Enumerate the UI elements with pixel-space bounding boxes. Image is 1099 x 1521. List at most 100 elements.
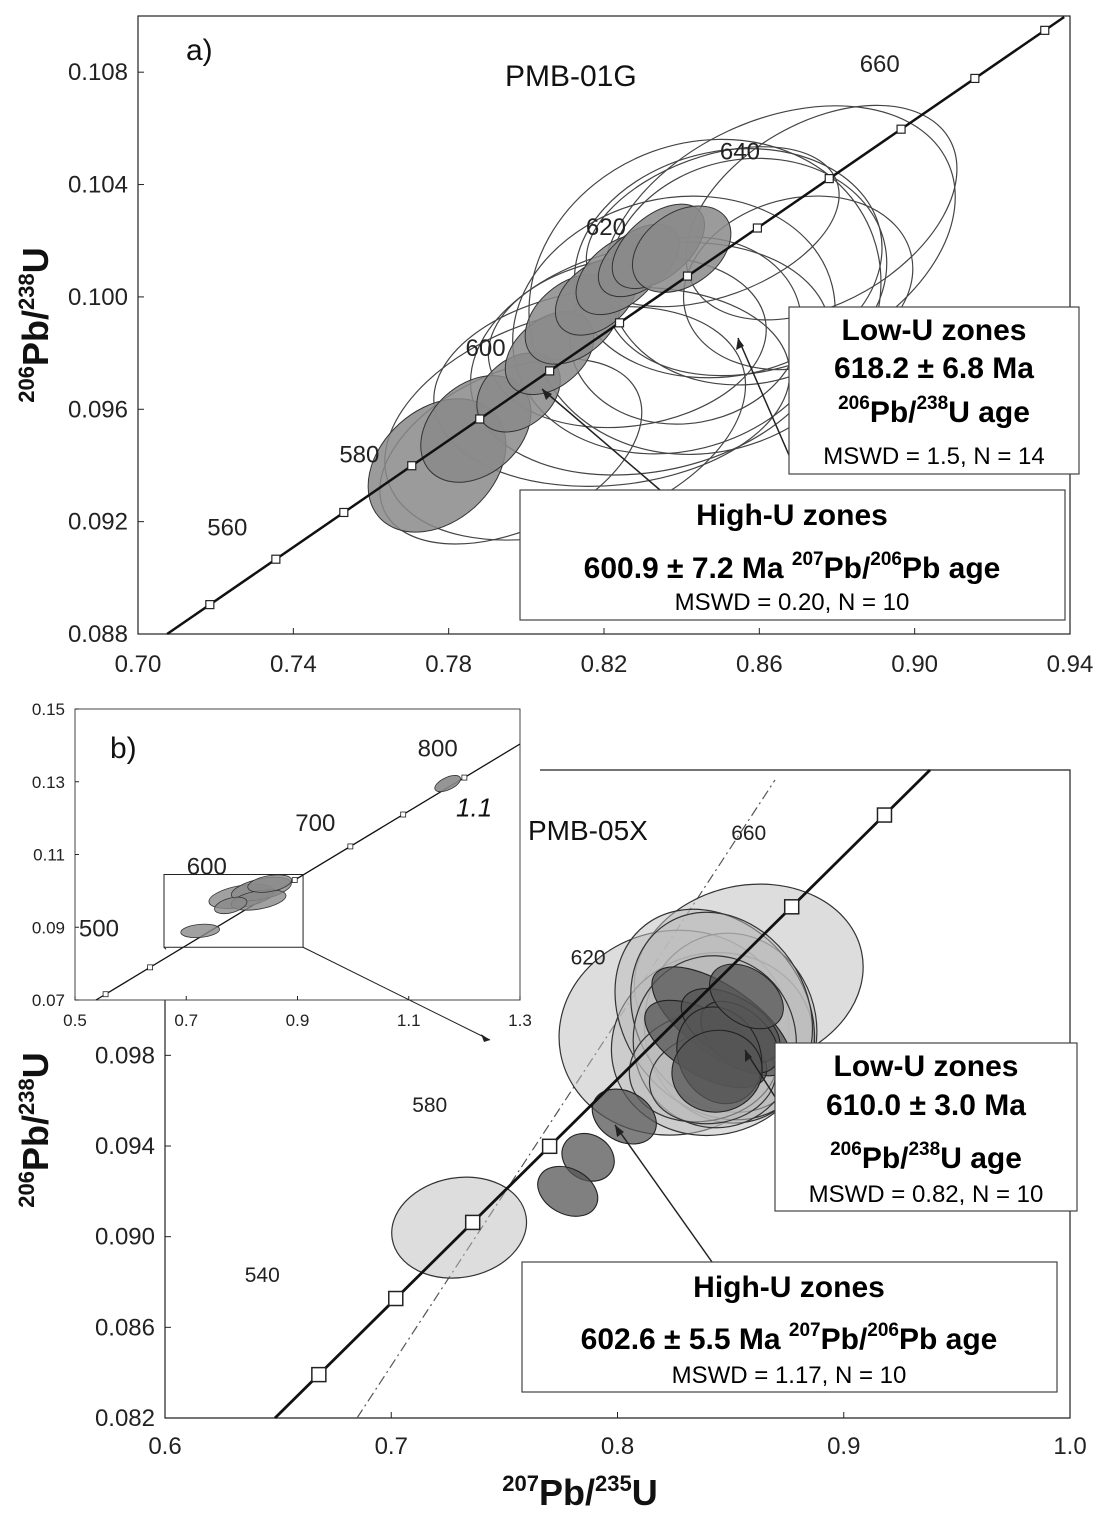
panel-a-y-tick-label: 0.088 — [68, 621, 128, 648]
panel-b-y-tick-label: 0.090 — [95, 1224, 155, 1251]
panel-b-y-tick-label: 0.094 — [95, 1133, 155, 1160]
inset-zoom-box — [163, 874, 304, 948]
panel-b-age-marker — [876, 807, 893, 823]
panel-a-age-markers — [205, 25, 1050, 610]
panel-b-high-u-ellipse-7 — [591, 1088, 657, 1145]
panel-b-y-ticks: 0.082 0.086 0.090 0.094 0.098 — [95, 1042, 171, 1432]
panel-a-x-tick-label: 0.70 — [115, 651, 162, 678]
panel-b-high-u-pointer — [614, 1124, 713, 1263]
panel-a-y-ticks: 0.088 0.092 0.096 0.100 0.104 0.108 — [68, 59, 144, 648]
panel-b-age-markers — [311, 807, 893, 1383]
panel-b-y-axis-label: 206Pb/238U — [14, 1052, 56, 1207]
panel-b-age-label-660: 660 — [731, 822, 766, 845]
inset-x-tick-label: 1.3 — [508, 1011, 532, 1030]
panel-a-y-tick-label: 0.100 — [68, 284, 128, 311]
panel-b-dashed-reference-line — [356, 779, 776, 1419]
inset-ellipse-4 — [214, 896, 248, 915]
inset-y-tick-label: 0.13 — [32, 773, 65, 792]
panel-b-sample-name: PMB-05X — [528, 815, 648, 846]
inset-outlier-label: 1.1 — [456, 792, 492, 822]
panel-b-concordia-curve — [274, 769, 931, 1419]
panel-a-x-tick-label: 0.78 — [425, 651, 472, 678]
panel-a-ellipses — [367, 104, 958, 545]
panel-a-age-marker — [271, 554, 281, 564]
panel-b-age-label-580: 580 — [412, 1094, 447, 1117]
panel-a-y-tick-label: 0.096 — [68, 396, 128, 423]
panel-a-low-u-pointer — [737, 337, 793, 463]
panel-b-x-ticks: 0.6 0.7 0.8 0.9 1.0 — [148, 1412, 1087, 1460]
inset-x-tick-label: 0.9 — [286, 1011, 310, 1030]
panel-a-x-ticks: 0.70 0.74 0.78 0.82 0.86 0.90 0.94 — [115, 628, 1094, 678]
inset-x-ticks: 0.5 0.7 0.9 1.1 1.3 — [63, 996, 532, 1030]
inset-zoom-arrowhead — [481, 1034, 490, 1042]
panel-b-high-u-ellipse-10 — [709, 963, 784, 1030]
panel-a-low-u-age: 618.2 ± 6.8 Ma — [834, 352, 1034, 385]
panel-a-age-label-600: 600 — [466, 335, 506, 362]
panel-a-age-marker — [896, 124, 906, 134]
panel-a-y-tick-label: 0.108 — [68, 59, 128, 86]
inset-x-tick-label: 0.5 — [63, 1011, 87, 1030]
panel-b-age-marker — [311, 1366, 327, 1383]
panel-b-high-u-age: 602.6 ± 5.5 Ma 207Pb/206Pb age — [581, 1320, 998, 1356]
inset-age-marker — [147, 964, 153, 971]
panel-a-y-tick-label: 0.104 — [68, 172, 128, 199]
inset-ellipse-5 — [247, 874, 293, 893]
panel-b-x-axis-label: 207Pb/235U — [502, 1471, 657, 1513]
inset-ellipse-6 — [180, 923, 220, 939]
panel-a-label: a) — [186, 34, 213, 67]
panel-a-high-u-ellipse-10 — [631, 205, 732, 293]
panel-a-low-u-method: 206Pb/238U age — [838, 393, 1030, 429]
panel-a-high-u-mswd: MSWD = 0.20, N = 10 — [675, 589, 910, 616]
panel-a-x-tick-label: 0.74 — [270, 651, 317, 678]
panel-a-x-tick-label: 0.82 — [581, 651, 628, 678]
panel-a-age-marker — [970, 73, 980, 84]
panel-b-high-u-ellipse-9 — [537, 1165, 599, 1217]
panel-a-high-u-box — [519, 489, 1066, 621]
inset-ellipses — [180, 775, 461, 939]
panel-a-age-marker — [1040, 25, 1050, 35]
inset-y-tick-label: 0.11 — [33, 846, 65, 865]
panel-b-low-u-age: 610.0 ± 3.0 Ma — [826, 1089, 1026, 1122]
inset-zoom-connector-right — [302, 946, 491, 1041]
inset-y-tick-label: 0.09 — [32, 918, 65, 937]
panel-a-age-marker — [407, 461, 417, 471]
panel-b-low-u-mswd: MSWD = 0.82, N = 10 — [809, 1181, 1044, 1208]
panel-a-sample-name: PMB-01G — [505, 60, 637, 93]
panel-a-age-label-560: 560 — [207, 515, 247, 542]
panel-b-y-tick-label: 0.098 — [95, 1042, 155, 1069]
panel-a-x-tick-label: 0.94 — [1047, 651, 1094, 678]
panel-b-x-tick-label: 0.9 — [827, 1433, 860, 1460]
panel-b-low-u-arrowhead — [745, 1050, 752, 1062]
inset-age-marker — [461, 774, 468, 781]
panel-a-age-marker — [682, 271, 693, 281]
panel-a-x-tick-label: 0.90 — [891, 651, 938, 678]
inset-age-markers — [102, 774, 468, 998]
panel-a-age-label-580: 580 — [339, 442, 379, 469]
panel-a-low-u-ellipse-8 — [685, 104, 958, 321]
inset-age-marker — [347, 843, 354, 850]
inset-age-label-700: 700 — [295, 810, 335, 837]
panel-a-age-marker — [475, 414, 485, 424]
panel-b-age-marker — [464, 1214, 481, 1231]
panel-a-low-u-mswd: MSWD = 1.5, N = 14 — [823, 443, 1044, 470]
inset-y-ticks: 0.07 0.09 0.11 0.13 0.15 — [32, 700, 79, 1010]
panel-b-high-u-arrowhead — [615, 1125, 624, 1137]
panel-b-low-u-box — [774, 1042, 1078, 1212]
inset-age-label-600: 600 — [187, 854, 227, 881]
inset-x-tick-label: 0.7 — [174, 1011, 198, 1030]
inset-y-tick-label: 0.07 — [32, 991, 65, 1010]
panel-b-age-label-620: 620 — [571, 947, 606, 970]
panel-b-low-u-title: Low-U zones — [834, 1050, 1019, 1083]
panel-a-high-u-title: High-U zones — [696, 499, 888, 532]
inset-outlier-ellipse-1 — [434, 775, 461, 793]
panel-a-y-axis-label: 206Pb/238U — [14, 247, 56, 402]
panel-b-x-tick-label: 0.6 — [148, 1433, 181, 1460]
panel-a-y-tick-label: 0.092 — [68, 509, 128, 536]
panel-a-age-marker — [824, 173, 834, 184]
panel-b-y-tick-label: 0.086 — [95, 1314, 155, 1341]
panel-a-low-u-title: Low-U zones — [842, 314, 1027, 347]
panel-a-high-u-arrowhead — [542, 389, 552, 400]
panel-b-high-u-mswd: MSWD = 1.17, N = 10 — [672, 1362, 907, 1389]
